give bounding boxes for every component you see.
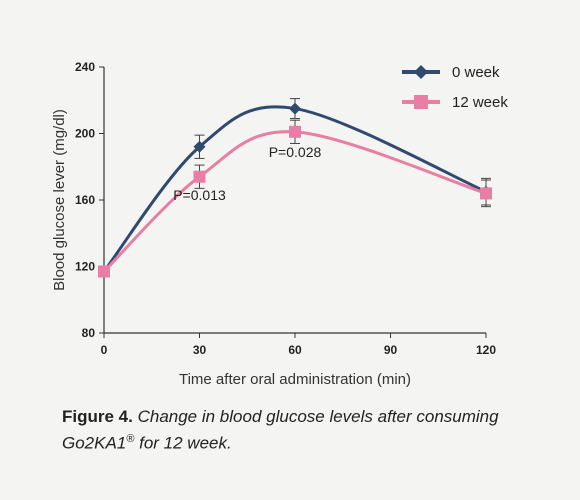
series-line-1 (102, 130, 487, 273)
data-point-square (98, 265, 110, 278)
legend-marker-diamond (414, 65, 428, 79)
p-value-annotation: P=0.028 (269, 144, 322, 160)
y-tick-label: 240 (75, 60, 95, 74)
y-tick-label: 160 (75, 193, 95, 207)
series-lines (102, 105, 487, 273)
annotations: P=0.013 P=0.028 (173, 144, 321, 203)
series-markers (98, 102, 492, 278)
figure-label: Figure 4. (62, 407, 133, 426)
y-axis-label: Blood glucose lever (mg/dl) (51, 109, 68, 291)
data-point-square (480, 187, 492, 200)
legend-label: 0 week (452, 64, 500, 81)
y-tick-label: 80 (82, 326, 96, 340)
y-tick-label: 120 (75, 260, 95, 274)
data-point-square (193, 170, 206, 183)
x-tick-label: 0 (101, 343, 108, 357)
data-point-diamond (193, 140, 206, 153)
x-tick-label: 120 (476, 343, 496, 357)
legend-label: 12 week (452, 94, 508, 111)
caption-superscript: ® (126, 433, 135, 445)
x-tick-label: 30 (193, 343, 207, 357)
data-point-diamond (289, 102, 301, 115)
figure-caption: Figure 4. Change in blood glucose levels… (62, 406, 552, 455)
data-point-square (289, 125, 301, 138)
chart: 80 120 160 200 240 0 30 60 90 120 Time after oral … (51, 60, 508, 388)
legend-marker-square (414, 95, 428, 109)
x-tick-label: 60 (288, 343, 302, 357)
p-value-annotation: P=0.013 (173, 187, 226, 203)
series-line-0 (102, 105, 487, 273)
x-axis-label: Time after oral administration (min) (179, 371, 411, 388)
caption-text: Change in blood glucose levels after con… (62, 407, 499, 453)
x-tick-label: 90 (384, 343, 398, 357)
axes: 80 120 160 200 240 0 30 60 90 120 Time after oral … (51, 60, 496, 388)
caption-text-end: for 12 week. (134, 433, 232, 453)
legend: 0 week 12 week (402, 64, 508, 111)
y-tick-label: 200 (75, 127, 95, 141)
